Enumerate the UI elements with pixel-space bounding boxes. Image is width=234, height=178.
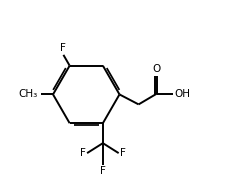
- Text: F: F: [60, 43, 66, 53]
- Text: CH₃: CH₃: [19, 89, 38, 100]
- Text: F: F: [120, 148, 126, 158]
- Text: F: F: [80, 148, 85, 158]
- Text: OH: OH: [174, 89, 190, 99]
- Text: O: O: [153, 64, 161, 74]
- Text: F: F: [100, 166, 106, 176]
